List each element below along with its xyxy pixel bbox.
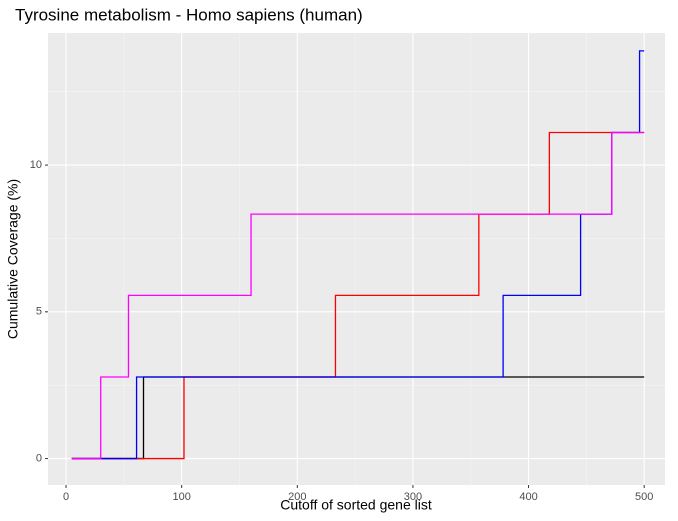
series-line (71, 131, 645, 460)
y-tick-label: 0 (36, 452, 42, 464)
x-axis-title: Cutoff of sorted gene list (280, 497, 432, 513)
x-tick-label: 500 (635, 491, 653, 503)
x-tick-label: 100 (172, 491, 190, 503)
x-tick-label: 200 (288, 491, 306, 503)
x-tick-label: 300 (404, 491, 422, 503)
series-line (71, 131, 645, 460)
plot-panel (48, 33, 665, 485)
x-tick-label: 0 (63, 491, 69, 503)
y-tick-label: 10 (30, 159, 42, 171)
x-tick-label: 400 (519, 491, 537, 503)
y-tick-label: 5 (36, 306, 42, 318)
y-axis-title: Cumulative Coverage (%) (5, 179, 21, 339)
chart-title: Tyrosine metabolism - Homo sapiens (huma… (15, 5, 363, 24)
series-line (71, 50, 645, 460)
